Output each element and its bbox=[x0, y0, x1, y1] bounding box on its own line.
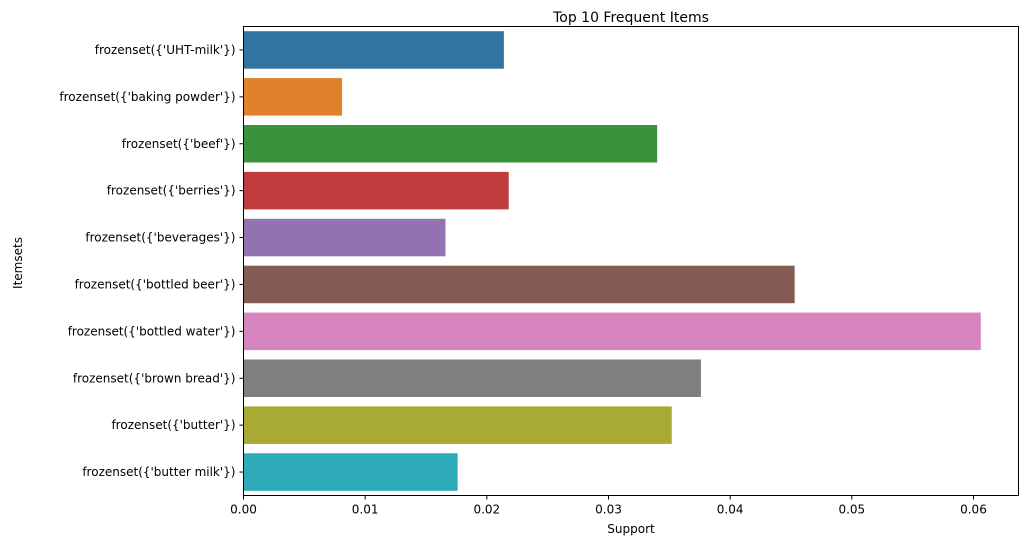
y-tick-label: frozenset({'butter milk'}) bbox=[82, 465, 235, 479]
chart-title: Top 10 Frequent Items bbox=[552, 10, 709, 26]
x-axis-label: Support bbox=[607, 522, 655, 536]
y-tick-label: frozenset({'beverages'}) bbox=[85, 231, 235, 245]
bar bbox=[243, 171, 509, 210]
bar bbox=[243, 78, 343, 116]
y-axis: frozenset({'UHT-milk'}) frozenset({'bakin… bbox=[59, 43, 244, 479]
bar bbox=[243, 31, 504, 69]
bar bbox=[243, 265, 795, 304]
bar bbox=[243, 453, 458, 491]
y-tick-label: frozenset({'UHT-milk'}) bbox=[95, 43, 236, 57]
bar bbox=[243, 359, 701, 398]
x-tick-label: 0.01 bbox=[352, 503, 379, 517]
x-tick-label: 0.02 bbox=[473, 503, 500, 517]
y-tick-label: frozenset({'beef'}) bbox=[122, 137, 236, 151]
y-tick-label: frozenset({'berries'}) bbox=[107, 184, 236, 198]
x-tick-label: 0.00 bbox=[230, 503, 257, 517]
x-tick-label: 0.04 bbox=[717, 503, 744, 517]
x-axis: 0.00 0.01 0.02 0.03 0.04 0.05 0.06 bbox=[230, 495, 987, 517]
y-axis-label: Itemsets bbox=[11, 237, 25, 289]
y-tick-label: frozenset({'baking powder'}) bbox=[59, 90, 235, 104]
bar bbox=[243, 312, 981, 351]
bar bbox=[243, 406, 672, 444]
y-tick-label: frozenset({'bottled beer'}) bbox=[75, 277, 236, 291]
plot-frame bbox=[243, 26, 1019, 496]
bar bbox=[243, 218, 446, 257]
bars-group bbox=[243, 31, 981, 491]
y-tick-label: frozenset({'bottled water'}) bbox=[68, 324, 236, 338]
y-tick-label: frozenset({'brown bread'}) bbox=[73, 371, 236, 385]
y-tick-label: frozenset({'butter'}) bbox=[111, 418, 235, 432]
bar bbox=[243, 124, 658, 163]
x-tick-label: 0.06 bbox=[960, 503, 987, 517]
x-tick-label: 0.05 bbox=[838, 503, 865, 517]
x-tick-label: 0.03 bbox=[595, 503, 622, 517]
